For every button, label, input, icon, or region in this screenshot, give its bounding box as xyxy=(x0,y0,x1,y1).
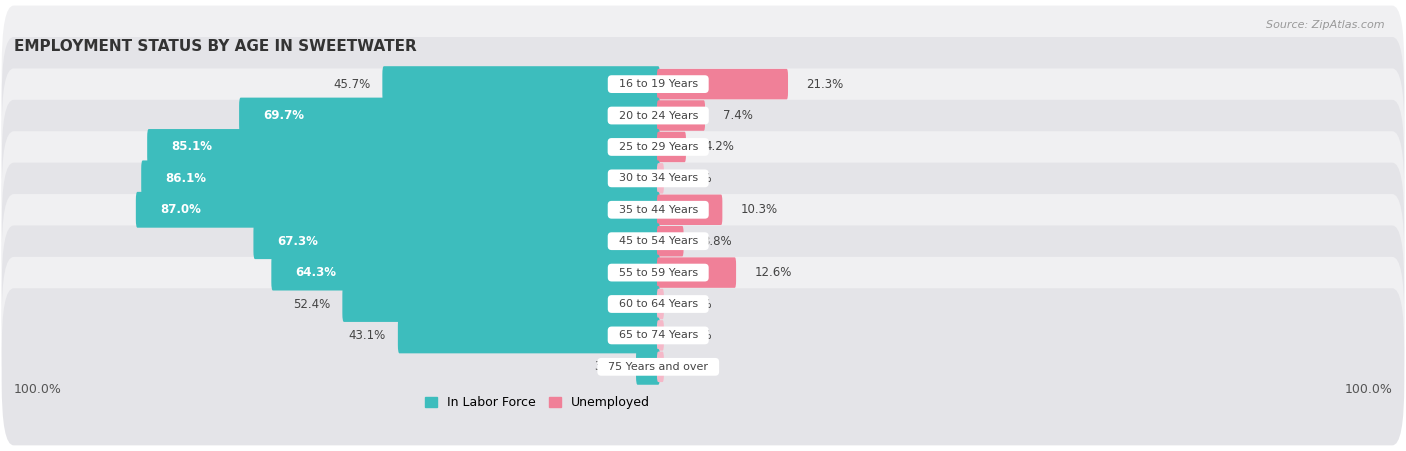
Text: 4.2%: 4.2% xyxy=(704,140,734,153)
Text: 67.3%: 67.3% xyxy=(277,235,318,248)
FancyBboxPatch shape xyxy=(1,257,1405,414)
Text: 60 to 64 Years: 60 to 64 Years xyxy=(612,299,704,309)
FancyBboxPatch shape xyxy=(1,163,1405,320)
FancyBboxPatch shape xyxy=(657,289,664,319)
Text: 0.0%: 0.0% xyxy=(682,360,711,373)
Text: 3.8%: 3.8% xyxy=(702,235,731,248)
FancyBboxPatch shape xyxy=(657,194,723,225)
Text: 20 to 24 Years: 20 to 24 Years xyxy=(612,110,704,120)
FancyBboxPatch shape xyxy=(136,192,659,228)
Text: 0.0%: 0.0% xyxy=(682,329,711,342)
Text: 100.0%: 100.0% xyxy=(14,383,62,396)
Text: 0.0%: 0.0% xyxy=(682,172,711,185)
Text: Source: ZipAtlas.com: Source: ZipAtlas.com xyxy=(1267,20,1385,30)
FancyBboxPatch shape xyxy=(657,320,664,350)
Text: 64.3%: 64.3% xyxy=(295,266,336,279)
Text: 69.7%: 69.7% xyxy=(263,109,304,122)
FancyBboxPatch shape xyxy=(1,131,1405,288)
FancyBboxPatch shape xyxy=(1,194,1405,351)
FancyBboxPatch shape xyxy=(398,318,659,353)
FancyBboxPatch shape xyxy=(636,349,659,385)
FancyBboxPatch shape xyxy=(657,352,664,382)
FancyBboxPatch shape xyxy=(1,100,1405,257)
FancyBboxPatch shape xyxy=(657,226,683,257)
Text: 100.0%: 100.0% xyxy=(1344,383,1392,396)
Text: 3.2%: 3.2% xyxy=(595,360,624,373)
Legend: In Labor Force, Unemployed: In Labor Force, Unemployed xyxy=(420,391,655,414)
FancyBboxPatch shape xyxy=(1,37,1405,194)
FancyBboxPatch shape xyxy=(141,161,659,196)
Text: 43.1%: 43.1% xyxy=(349,329,387,342)
FancyBboxPatch shape xyxy=(657,69,787,99)
Text: 52.4%: 52.4% xyxy=(294,298,330,310)
Text: 12.6%: 12.6% xyxy=(755,266,792,279)
FancyBboxPatch shape xyxy=(657,163,664,193)
FancyBboxPatch shape xyxy=(342,286,659,322)
Text: 10.3%: 10.3% xyxy=(741,203,778,216)
FancyBboxPatch shape xyxy=(382,66,659,102)
FancyBboxPatch shape xyxy=(1,69,1405,225)
Text: 16 to 19 Years: 16 to 19 Years xyxy=(612,79,704,89)
FancyBboxPatch shape xyxy=(253,223,659,259)
Text: 25 to 29 Years: 25 to 29 Years xyxy=(612,142,704,152)
Text: EMPLOYMENT STATUS BY AGE IN SWEETWATER: EMPLOYMENT STATUS BY AGE IN SWEETWATER xyxy=(14,39,416,54)
FancyBboxPatch shape xyxy=(1,5,1405,163)
Text: 55 to 59 Years: 55 to 59 Years xyxy=(612,267,704,278)
Text: 65 to 74 Years: 65 to 74 Years xyxy=(612,331,704,341)
FancyBboxPatch shape xyxy=(657,100,704,131)
FancyBboxPatch shape xyxy=(1,226,1405,382)
Text: 30 to 34 Years: 30 to 34 Years xyxy=(612,173,704,184)
Text: 85.1%: 85.1% xyxy=(172,140,212,153)
FancyBboxPatch shape xyxy=(239,97,659,133)
Text: 21.3%: 21.3% xyxy=(806,78,844,91)
Text: 0.0%: 0.0% xyxy=(682,298,711,310)
Text: 35 to 44 Years: 35 to 44 Years xyxy=(612,205,704,215)
FancyBboxPatch shape xyxy=(657,132,686,162)
Text: 7.4%: 7.4% xyxy=(723,109,754,122)
FancyBboxPatch shape xyxy=(1,288,1405,445)
Text: 45 to 54 Years: 45 to 54 Years xyxy=(612,236,704,246)
FancyBboxPatch shape xyxy=(271,255,659,290)
Text: 75 Years and over: 75 Years and over xyxy=(602,362,716,372)
Text: 86.1%: 86.1% xyxy=(166,172,207,185)
FancyBboxPatch shape xyxy=(148,129,659,165)
Text: 45.7%: 45.7% xyxy=(333,78,371,91)
FancyBboxPatch shape xyxy=(657,258,737,288)
Text: 87.0%: 87.0% xyxy=(160,203,201,216)
